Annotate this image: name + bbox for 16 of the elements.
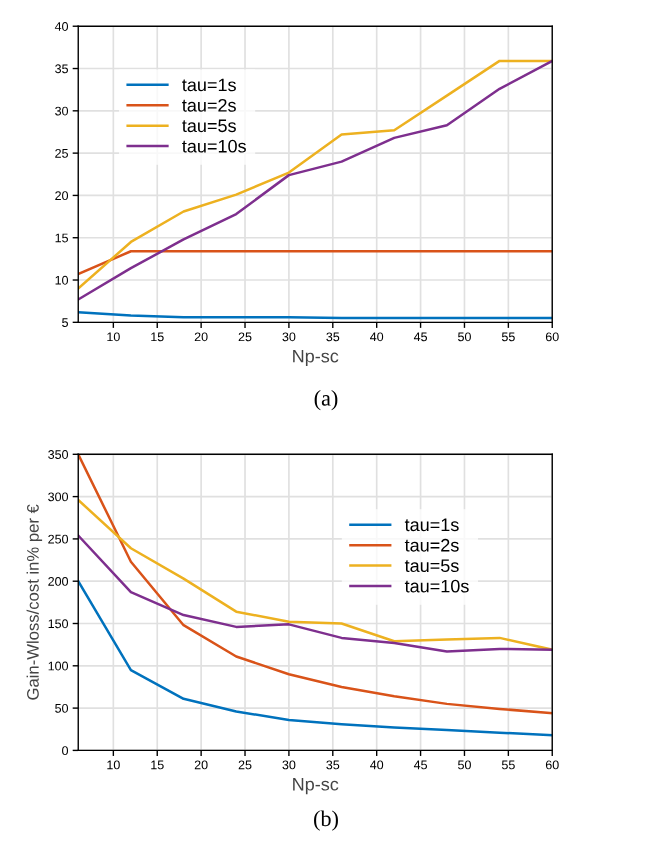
legend-label: tau=5s [404,559,459,573]
x-axis-title: Np-sc [293,778,339,795]
line-series [78,498,553,651]
legend-label: tau=1s [404,518,459,532]
line-series [78,579,553,737]
legend-label: tau=10s [404,579,469,593]
legend-label: tau=2s [182,98,236,112]
legend-label: tau=5s [182,119,236,133]
legend-label: tau=10s [182,139,246,153]
x-axis-title: Np-sc [293,349,339,367]
text: (b) [314,810,338,831]
line-series [78,534,553,653]
legend-label: tau=1s [182,78,236,92]
text: (a) [314,390,338,411]
y-axis-title: Gain-Wloss/cost in% per € [26,504,43,700]
legend-label: tau=2s [404,538,459,552]
